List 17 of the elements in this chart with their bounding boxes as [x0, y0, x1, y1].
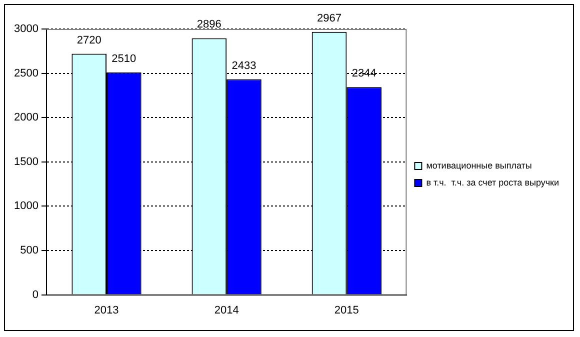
data-label: 2967 — [317, 12, 342, 24]
y-tick-label: 0 — [32, 288, 38, 301]
data-label: 2510 — [112, 52, 136, 65]
y-tick-label: 3000 — [14, 23, 38, 36]
legend-label: мотивационные выплаты — [426, 160, 532, 170]
y-tick-label: 1000 — [14, 200, 38, 212]
data-label: 2896 — [196, 18, 222, 31]
data-label: 2720 — [76, 34, 102, 46]
x-tick-label: 2014 — [214, 304, 239, 316]
y-tick-label: 500 — [20, 244, 38, 257]
y-tick-label: 1500 — [14, 156, 38, 168]
y-tick-label: 2000 — [14, 112, 38, 124]
y-tick-label: 2500 — [14, 67, 38, 80]
x-tick-label: 2013 — [94, 304, 119, 316]
legend-label: в т.ч. т.ч. за счет роста выручки — [426, 177, 560, 188]
x-tick-label: 2015 — [334, 304, 359, 316]
data-label: 2433 — [232, 60, 256, 72]
